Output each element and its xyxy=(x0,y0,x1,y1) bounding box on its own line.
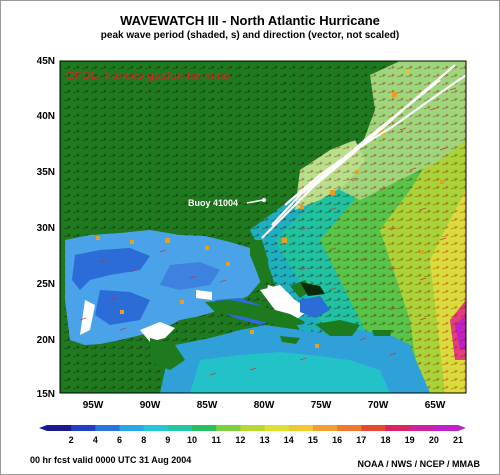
colorbar-low-arrow xyxy=(39,425,47,431)
lat-label: 35N xyxy=(37,167,55,178)
lon-label: 85W xyxy=(197,400,218,411)
colorbar-tick-label: 20 xyxy=(429,435,439,445)
colorbar-swatch xyxy=(385,425,411,431)
lon-label: 75W xyxy=(311,400,332,411)
colorbar-swatch xyxy=(95,425,121,431)
colorbar-swatch xyxy=(288,425,314,431)
lat-label: 25N xyxy=(37,279,55,290)
buoy-pointer xyxy=(246,199,264,204)
lon-label: 70W xyxy=(368,400,389,411)
buoy-label: Buoy 41004 xyxy=(188,198,238,208)
colorbar-swatch xyxy=(71,425,96,431)
forecast-valid-time: 00 hr fcst valid 0000 UTC 31 Aug 2004 xyxy=(30,455,192,465)
colorbar-tick-label: 15 xyxy=(308,435,318,445)
caribbean-sea xyxy=(160,285,430,393)
map-border xyxy=(59,60,467,394)
lon-label: 95W xyxy=(83,400,104,411)
colorbar-tick-label: 11 xyxy=(211,435,221,445)
colorbar-tick-label: 12 xyxy=(235,435,245,445)
colorbar-swatch xyxy=(143,425,169,431)
colorbar-tick-label: 13 xyxy=(260,435,270,445)
colorbar-tick-label: 18 xyxy=(380,435,390,445)
lon-label: 90W xyxy=(140,400,161,411)
lat-label: 15N xyxy=(37,389,55,400)
colorbar-tick-label: 8 xyxy=(141,435,146,445)
colorbar-swatch xyxy=(192,425,217,431)
colorbar-tick-label: 9 xyxy=(165,435,170,445)
lon-label: 80W xyxy=(254,400,275,411)
islands xyxy=(150,240,392,370)
colorbar-tick-label: 2 xyxy=(69,435,74,445)
longitude-axis: 95W 90W 85W 80W 75W 70W 65W xyxy=(83,400,446,411)
colorbar-tick-label: 19 xyxy=(405,435,415,445)
colorbar-tick-label: 21 xyxy=(453,435,463,445)
colorbar-swatch xyxy=(337,425,362,431)
hurricane-tracks xyxy=(261,64,466,239)
colorbar-tick-label: 14 xyxy=(284,435,294,445)
gfdl-overlay-label: GFDL: frances gaston hermine xyxy=(66,70,230,82)
latitude-axis: 45N 40N 35N 30N 25N 20N 15N xyxy=(37,56,55,400)
colorbar-swatch xyxy=(312,425,338,431)
colorbar-tick-label: 16 xyxy=(332,435,342,445)
colorbar-tick-label: 10 xyxy=(187,435,197,445)
colorbar-swatch xyxy=(264,425,290,431)
colorbar-swatch xyxy=(216,425,241,431)
colorbar-high-arrow xyxy=(458,425,466,431)
colorbar-swatch xyxy=(433,425,459,431)
gulf-of-mexico xyxy=(65,230,262,345)
buoy-marker xyxy=(262,198,266,202)
map-subtitle: peak wave period (shaded, s) and directi… xyxy=(100,30,400,41)
lat-label: 45N xyxy=(37,56,55,67)
colorbar-swatch xyxy=(409,425,435,431)
lat-label: 40N xyxy=(37,111,55,122)
colorbar-tick-label: 4 xyxy=(93,435,98,445)
colorbar-tick-label: 17 xyxy=(356,435,366,445)
lat-label: 30N xyxy=(37,223,55,234)
wave-vectors xyxy=(79,87,457,376)
colorbar: 2 4 6 8 9 10 11 12 13 14 15 16 17 18 19 20 21 xyxy=(39,425,466,445)
colorbar-swatch xyxy=(119,425,145,431)
colorbar-swatch xyxy=(240,425,266,431)
colorbar-swatch xyxy=(47,425,72,431)
map-canvas: GFDL: frances gaston hermine Buoy 41004 xyxy=(60,61,466,393)
colorbar-swatch xyxy=(361,425,386,431)
credit-line: NOAA / NWS / NCEP / MMAB xyxy=(357,459,480,469)
lon-label: 65W xyxy=(425,400,446,411)
colorbar-swatch xyxy=(167,425,193,431)
colorbar-tick-label: 6 xyxy=(117,435,122,445)
map-title: WAVEWATCH III - North Atlantic Hurricane xyxy=(120,13,380,28)
lat-label: 20N xyxy=(37,335,55,346)
